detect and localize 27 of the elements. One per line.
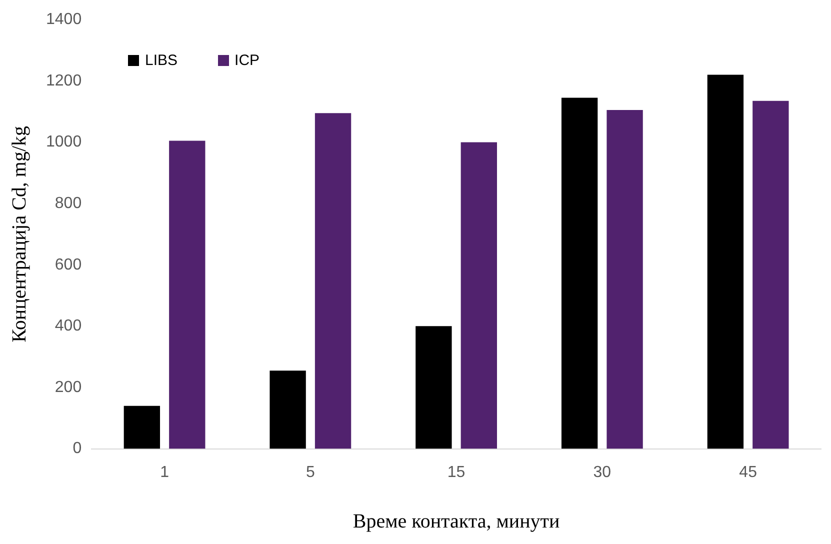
bar [416,326,452,449]
y-tick-label: 0 [72,440,82,458]
bar [460,142,497,449]
x-tick-label: 30 [593,464,612,481]
bar [124,406,160,449]
legend-label: ICP [234,52,260,69]
bar [561,98,598,449]
x-tick-label: 15 [447,464,466,481]
y-tick-label: 600 [54,256,82,274]
bar [270,370,306,449]
x-tick-label: 45 [739,464,758,481]
bar [752,100,789,449]
y-tick-label: 200 [54,378,82,396]
bar [707,74,744,449]
y-axis-title: Концентрација Cd, mg/kg [8,126,30,342]
y-tick-label: 800 [54,194,82,212]
bar [606,110,643,449]
x-tick-label: 5 [306,464,315,481]
y-tick-label: 400 [54,318,82,335]
legend-label: LIBS [145,52,178,69]
y-tick-label: 1000 [46,134,82,151]
x-tick-label: 1 [160,464,170,481]
y-tick-label: 1200 [46,72,82,90]
x-axis-title: Време контакта, минути [352,510,560,532]
y-tick-label: 1400 [46,11,82,28]
bar [314,113,352,449]
bar [169,140,206,449]
